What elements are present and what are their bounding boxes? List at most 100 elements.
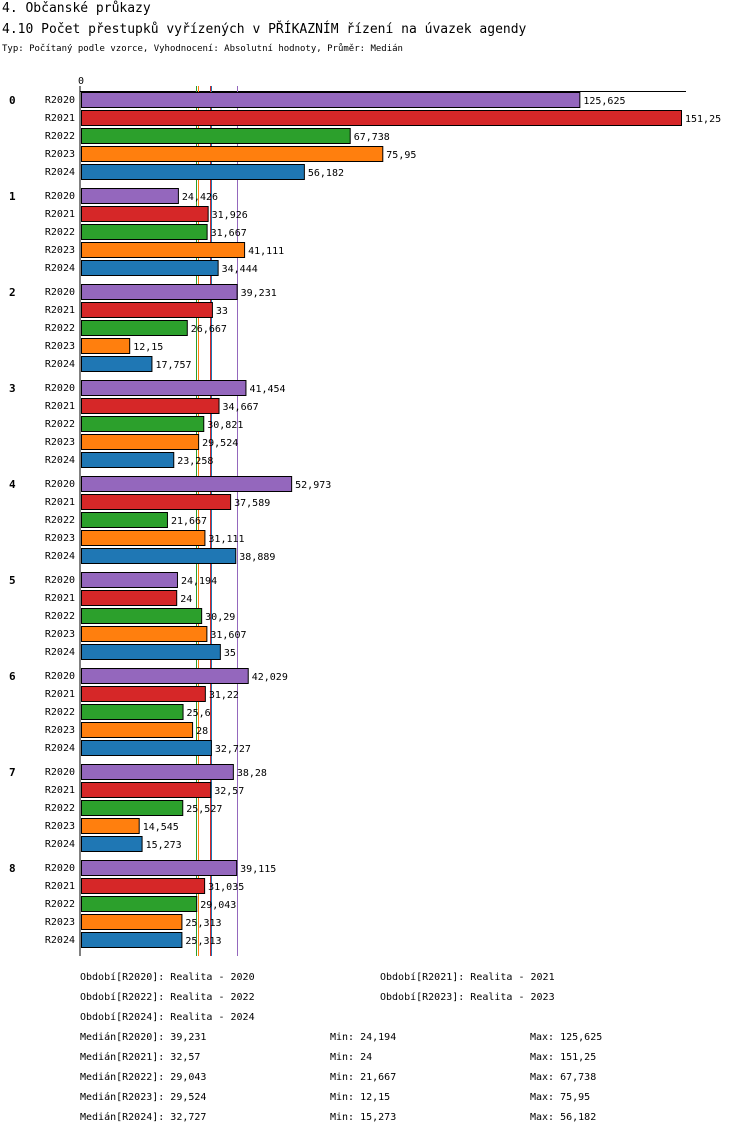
series-label-r2023: R2023 bbox=[45, 341, 75, 352]
series-label-r2023: R2023 bbox=[45, 917, 75, 928]
bar-2-r2020 bbox=[81, 284, 238, 300]
series-label-r2023: R2023 bbox=[45, 725, 75, 736]
legend-period-r2020: Období[R2020]: Realita - 2020 bbox=[80, 972, 255, 983]
series-label-r2023: R2023 bbox=[45, 149, 75, 160]
series-label-r2021: R2021 bbox=[45, 689, 75, 700]
bar-7-r2022 bbox=[81, 800, 184, 816]
bar-5-r2020 bbox=[81, 572, 178, 588]
bar-7-r2024 bbox=[81, 836, 143, 852]
series-label-r2020: R2020 bbox=[45, 95, 75, 106]
legend-min-r2023: Min: 12,15 bbox=[330, 1092, 391, 1103]
series-label-r2020: R2020 bbox=[45, 287, 75, 298]
series-label-r2024: R2024 bbox=[45, 359, 75, 370]
value-label-8-r2020: 39,115 bbox=[240, 864, 276, 875]
series-label-r2022: R2022 bbox=[45, 707, 75, 718]
bar-3-r2022 bbox=[81, 416, 205, 432]
legend-max-r2024: Max: 56,182 bbox=[530, 1112, 597, 1123]
series-label-r2021: R2021 bbox=[45, 401, 75, 412]
value-label-2-r2020: 39,231 bbox=[241, 288, 277, 299]
value-label-7-r2021: 32,57 bbox=[214, 786, 244, 797]
bar-6-r2020 bbox=[81, 668, 249, 684]
value-label-6-r2022: 25,6 bbox=[187, 708, 211, 719]
bar-4-r2024 bbox=[81, 548, 237, 564]
bar-1-r2022 bbox=[81, 224, 208, 240]
value-label-7-r2023: 14,545 bbox=[143, 822, 179, 833]
value-label-0-r2022: 67,738 bbox=[354, 132, 390, 143]
legend-max-r2023: Max: 75,95 bbox=[530, 1092, 591, 1103]
series-label-r2023: R2023 bbox=[45, 821, 75, 832]
legend-median-r2020: Medián[R2020]: 39,231 bbox=[80, 1032, 207, 1043]
value-label-1-r2022: 31,667 bbox=[211, 228, 247, 239]
bar-7-r2020 bbox=[81, 764, 234, 780]
bar-8-r2024 bbox=[81, 932, 183, 948]
series-label-r2024: R2024 bbox=[45, 935, 75, 946]
value-label-1-r2024: 34,444 bbox=[222, 264, 258, 275]
bar-3-r2024 bbox=[81, 452, 175, 468]
series-label-r2023: R2023 bbox=[45, 437, 75, 448]
bar-1-r2024 bbox=[81, 260, 219, 276]
value-label-8-r2023: 25,313 bbox=[185, 918, 221, 929]
legend-median-r2023: Medián[R2023]: 29,524 bbox=[80, 1092, 207, 1103]
bar-1-r2021 bbox=[81, 206, 209, 222]
legend-median-r2022: Medián[R2022]: 29,043 bbox=[80, 1072, 207, 1083]
x-axis-zero-label: 0 bbox=[78, 76, 84, 87]
value-label-1-r2023: 41,111 bbox=[248, 246, 284, 257]
bar-5-r2023 bbox=[81, 626, 208, 642]
bar-1-r2020 bbox=[81, 188, 179, 204]
series-label-r2022: R2022 bbox=[45, 611, 75, 622]
bar-4-r2020 bbox=[81, 476, 293, 492]
group-label-6: 6 bbox=[9, 670, 16, 683]
series-label-r2022: R2022 bbox=[45, 227, 75, 238]
series-label-r2024: R2024 bbox=[45, 551, 75, 562]
series-label-r2020: R2020 bbox=[45, 383, 75, 394]
section-heading: 4. Občanské průkazy bbox=[2, 1, 151, 16]
bar-8-r2022 bbox=[81, 896, 198, 912]
bar-0-r2020 bbox=[81, 92, 581, 108]
bar-3-r2023 bbox=[81, 434, 200, 450]
series-label-r2020: R2020 bbox=[45, 191, 75, 202]
value-label-6-r2024: 32,727 bbox=[215, 744, 251, 755]
group-label-1: 1 bbox=[9, 190, 16, 203]
series-label-r2024: R2024 bbox=[45, 647, 75, 658]
bar-6-r2024 bbox=[81, 740, 212, 756]
bar-5-r2021 bbox=[81, 590, 178, 606]
series-label-r2020: R2020 bbox=[45, 767, 75, 778]
series-label-r2021: R2021 bbox=[45, 305, 75, 316]
series-label-r2024: R2024 bbox=[45, 839, 75, 850]
legend-period-r2021: Období[R2021]: Realita - 2021 bbox=[380, 972, 555, 983]
series-label-r2024: R2024 bbox=[45, 743, 75, 754]
bar-4-r2021 bbox=[81, 494, 232, 510]
bar-7-r2021 bbox=[81, 782, 212, 798]
value-label-4-r2024: 38,889 bbox=[239, 552, 275, 563]
series-label-r2021: R2021 bbox=[45, 785, 75, 796]
value-label-5-r2020: 24,194 bbox=[181, 576, 217, 587]
bar-5-r2024 bbox=[81, 644, 221, 660]
legend-min-r2020: Min: 24,194 bbox=[330, 1032, 397, 1043]
bar-8-r2020 bbox=[81, 860, 238, 876]
value-label-4-r2021: 37,589 bbox=[234, 498, 270, 509]
bar-7-r2023 bbox=[81, 818, 140, 834]
series-label-r2023: R2023 bbox=[45, 629, 75, 640]
legend-max-r2022: Max: 67,738 bbox=[530, 1072, 597, 1083]
value-label-0-r2021: 151,25 bbox=[685, 114, 721, 125]
bar-8-r2021 bbox=[81, 878, 206, 894]
series-label-r2023: R2023 bbox=[45, 245, 75, 256]
legend-period-r2023: Období[R2023]: Realita - 2023 bbox=[380, 992, 555, 1003]
bar-8-r2023 bbox=[81, 914, 183, 930]
value-label-2-r2021: 33 bbox=[216, 306, 228, 317]
bar-1-r2023 bbox=[81, 242, 246, 258]
series-label-r2021: R2021 bbox=[45, 881, 75, 892]
value-label-4-r2022: 21,667 bbox=[171, 516, 207, 527]
value-label-5-r2023: 31,607 bbox=[210, 630, 246, 641]
series-label-r2023: R2023 bbox=[45, 533, 75, 544]
series-label-r2022: R2022 bbox=[45, 515, 75, 526]
series-label-r2020: R2020 bbox=[45, 671, 75, 682]
group-label-0: 0 bbox=[9, 94, 16, 107]
series-label-r2020: R2020 bbox=[45, 479, 75, 490]
value-label-0-r2024: 56,182 bbox=[308, 168, 344, 179]
value-label-0-r2023: 75,95 bbox=[386, 150, 416, 161]
value-label-6-r2021: 31,22 bbox=[209, 690, 239, 701]
series-label-r2020: R2020 bbox=[45, 575, 75, 586]
value-label-8-r2024: 25,313 bbox=[185, 936, 221, 947]
